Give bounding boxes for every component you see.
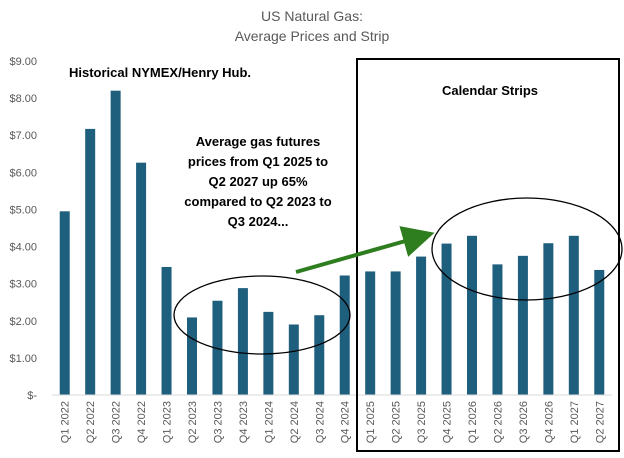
x-tick-label: Q1 2022 [60,401,72,443]
y-tick-label: $8.00 [9,93,37,105]
y-tick-label: $2.00 [9,316,37,328]
bar [568,235,579,395]
bar [390,271,401,395]
x-tick-label: Q1 2025 [365,401,377,443]
comment-line-2: prices from Q1 2025 to [188,154,328,169]
y-tick-label: $6.00 [9,167,37,179]
x-tick-label: Q2 2026 [492,401,504,443]
x-tick-label: Q2 2023 [187,401,199,443]
x-tick-label: Q3 2022 [111,401,123,443]
y-tick-label: $4.00 [9,242,37,254]
comment-line-3: Q2 2027 up 65% [209,174,308,189]
x-tick-label: Q3 2024 [314,401,326,443]
bar [110,90,121,395]
x-tick-label: Q3 2025 [416,401,428,443]
x-tick-label: Q2 2027 [594,401,606,443]
y-tick-label: $7.00 [9,130,37,142]
x-tick-label: Q1 2026 [467,401,479,443]
bar [288,324,299,395]
bar [517,255,528,395]
x-tick-label: Q1 2024 [263,401,275,443]
bar [136,162,147,395]
calendar-strips-label: Calendar Strips [442,83,538,98]
x-tick-label: Q1 2023 [162,401,174,443]
comment-block: Average gas futures prices from Q1 2025 … [184,134,331,229]
bar [594,269,605,395]
bar [467,235,477,395]
comment-line-5: Q3 2024... [228,214,289,229]
bar [212,300,223,395]
x-tick-label: Q2 2025 [391,401,403,443]
comment-line-4: compared to Q2 2023 to [184,194,331,209]
y-tick-label: $5.00 [9,204,37,216]
x-tick-label: Q4 2025 [442,401,454,443]
bar [543,243,554,395]
bar [85,128,96,395]
y-tick-label: $3.00 [9,279,37,291]
x-tick-label: Q2 2022 [85,401,97,443]
chart-title-line-1: US Natural Gas: [261,8,363,24]
bars [59,90,605,395]
x-tick-label: Q4 2022 [136,401,148,443]
x-tick-label: Q4 2024 [340,401,352,443]
y-tick-label: $1.00 [9,353,37,365]
historical-label: Historical NYMEX/Henry Hub. [69,65,251,80]
bar [416,256,427,395]
y-tick-label: $- [27,390,37,402]
y-axis: $9.00 $8.00 $7.00 $6.00 $5.00 $4.00 $3.00 $2.00… [9,56,37,402]
bar [314,315,325,395]
x-axis: Q1 2022 Q2 2022 Q3 2022 Q4 2022 Q1 2023 Q2 20… [52,394,612,443]
x-tick-label: Q4 2026 [543,401,555,443]
bar [161,266,172,395]
chart-title-line-2: Average Prices and Strip [235,28,390,44]
bar [365,271,376,395]
x-tick-label: Q3 2023 [212,401,224,443]
historical-low-ellipse [173,275,351,355]
x-tick-label: Q2 2024 [289,401,301,443]
x-tick-label: Q1 2027 [569,401,581,443]
comment-line-1: Average gas futures [196,134,321,149]
trend-arrow [295,226,435,274]
x-tick-label: Q3 2026 [518,401,530,443]
bar [441,243,452,395]
bar [187,317,197,395]
bar [237,288,248,395]
bar [339,275,350,395]
bar [59,211,70,395]
bar [492,264,503,395]
y-tick-label: $9.00 [9,56,37,68]
x-tick-label: Q4 2023 [238,401,250,443]
